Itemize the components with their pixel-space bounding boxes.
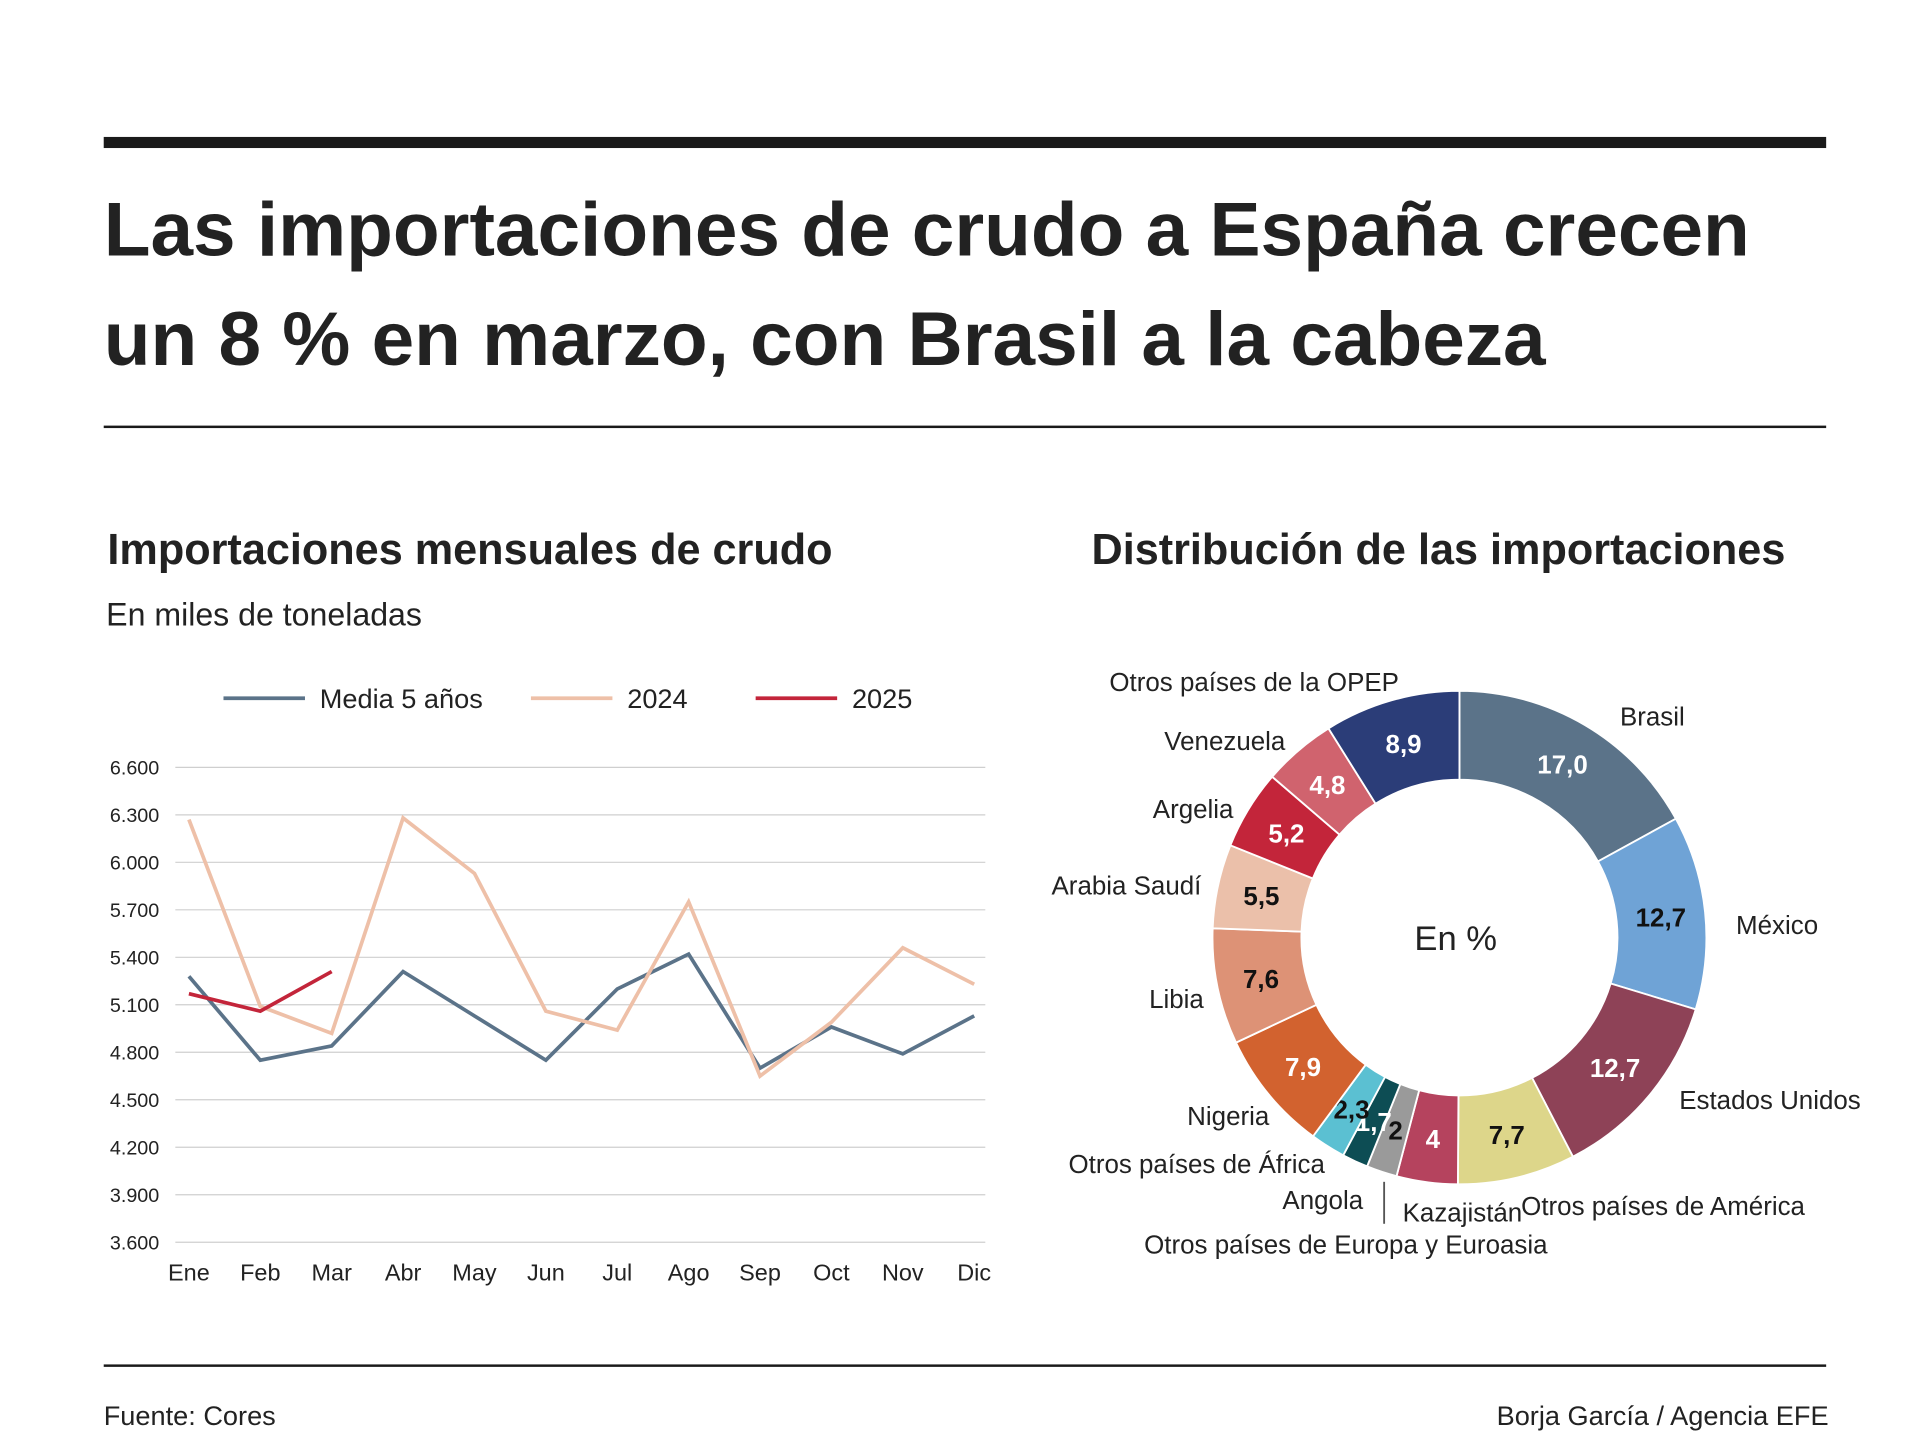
series-line bbox=[188, 969, 333, 1014]
y-tick-label: 3.600 bbox=[110, 1233, 159, 1255]
y-tick-label: 5.100 bbox=[110, 995, 159, 1017]
category-label: Otros países de América bbox=[1521, 1193, 1805, 1221]
value-label: 5,5 bbox=[1243, 883, 1279, 911]
chart-title: Distribución de las importaciones bbox=[1091, 526, 1785, 574]
category-label: Libia bbox=[1149, 986, 1204, 1014]
donut-slice bbox=[1327, 689, 1461, 805]
y-tick-label: 4.800 bbox=[110, 1043, 159, 1065]
rule bbox=[103, 1364, 1827, 1367]
title-line: un 8 % en marzo, con Brasil a la cabeza bbox=[104, 297, 1547, 382]
x-tick-label: Feb bbox=[240, 1260, 280, 1286]
x-tick-label: Jun bbox=[527, 1260, 565, 1286]
category-label: Angola bbox=[1282, 1187, 1363, 1215]
x-tick-label: Nov bbox=[882, 1260, 924, 1286]
value-label: 4,8 bbox=[1309, 772, 1345, 800]
y-tick-label: 4.200 bbox=[110, 1138, 159, 1160]
y-tick-label: 5.700 bbox=[110, 900, 159, 922]
category-label: Venezuela bbox=[1164, 728, 1286, 756]
category-label: Brasil bbox=[1620, 703, 1685, 731]
series-line bbox=[187, 951, 976, 1071]
x-tick-label: Oct bbox=[813, 1260, 850, 1286]
y-tick-label: 6.300 bbox=[110, 805, 159, 827]
x-tick-label: Jul bbox=[602, 1260, 632, 1286]
x-tick-label: Ago bbox=[668, 1260, 710, 1286]
value-label: 5,2 bbox=[1268, 820, 1304, 848]
chart-title: Importaciones mensuales de crudo bbox=[107, 526, 832, 574]
category-label: Otros países de la OPEP bbox=[1109, 669, 1399, 697]
x-tick-label: May bbox=[452, 1260, 497, 1286]
chart-subtitle: En miles de toneladas bbox=[106, 596, 422, 632]
category-label: Nigeria bbox=[1187, 1103, 1270, 1131]
x-tick-label: Abr bbox=[385, 1260, 422, 1286]
category-label: Otros países de África bbox=[1068, 1150, 1325, 1179]
value-label: 2 bbox=[1388, 1117, 1402, 1145]
legend-label: Media 5 años bbox=[320, 683, 483, 714]
value-label: 7,6 bbox=[1243, 966, 1279, 994]
value-label: 8,9 bbox=[1386, 731, 1422, 759]
category-label: México bbox=[1736, 912, 1818, 940]
value-label: 7,7 bbox=[1489, 1122, 1525, 1150]
series-line bbox=[187, 814, 976, 1079]
y-tick-label: 6.600 bbox=[110, 758, 159, 780]
category-label: Estados Unidos bbox=[1679, 1087, 1861, 1115]
y-tick-label: 5.400 bbox=[110, 948, 159, 970]
rule bbox=[103, 425, 1827, 429]
x-tick-label: Mar bbox=[311, 1260, 352, 1286]
x-tick-label: Ene bbox=[168, 1260, 210, 1286]
y-tick-label: 6.000 bbox=[110, 853, 159, 875]
y-tick-label: 4.500 bbox=[110, 1090, 159, 1112]
value-label: 7,9 bbox=[1285, 1054, 1321, 1082]
legend-label: 2025 bbox=[852, 683, 912, 714]
center-label: En % bbox=[1414, 920, 1497, 958]
category-label: Arabia Saudí bbox=[1052, 872, 1203, 900]
x-tick-label: Sep bbox=[739, 1260, 781, 1286]
value-label: 4 bbox=[1426, 1126, 1441, 1154]
category-label: Argelia bbox=[1153, 796, 1234, 824]
title-line: Las importaciones de crudo a España crec… bbox=[104, 187, 1750, 272]
x-tick-label: Dic bbox=[957, 1260, 991, 1286]
credit: Borja García / Agencia EFE bbox=[1497, 1400, 1829, 1431]
top-rule bbox=[103, 136, 1827, 149]
value-label: 12,7 bbox=[1636, 905, 1686, 933]
legend-label: 2024 bbox=[627, 683, 687, 714]
value-label: 17,0 bbox=[1537, 751, 1587, 779]
y-tick-label: 3.900 bbox=[110, 1185, 159, 1207]
category-label: Kazajistán bbox=[1403, 1199, 1523, 1227]
category-label: Otros países de Europa y Euroasia bbox=[1144, 1231, 1548, 1259]
source: Fuente: Cores bbox=[104, 1400, 276, 1431]
value-label: 12,7 bbox=[1590, 1055, 1640, 1083]
